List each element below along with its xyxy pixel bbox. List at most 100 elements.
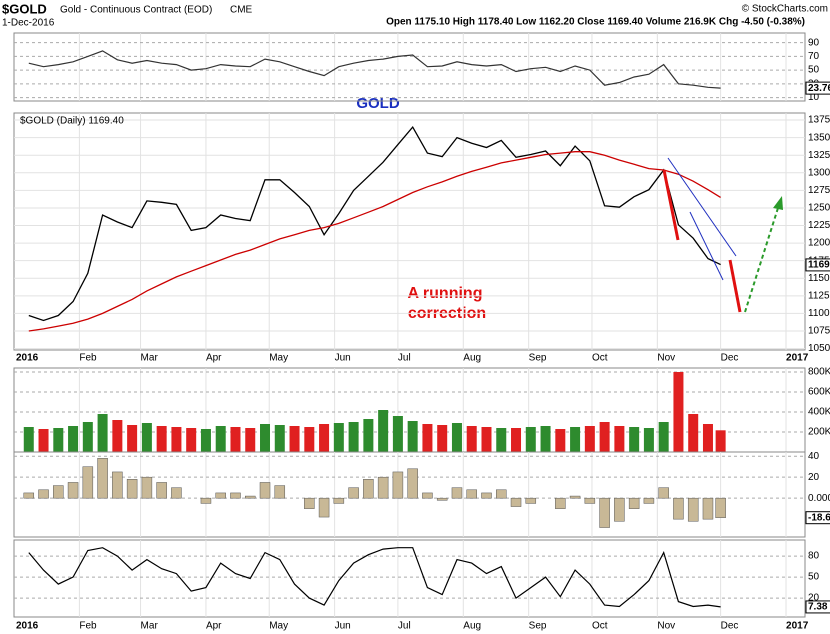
- bar: [643, 428, 654, 452]
- bar: [511, 428, 522, 452]
- bar: [274, 425, 285, 452]
- bar: [392, 471, 404, 499]
- price-title: GOLD: [356, 95, 399, 112]
- x-tick-label: Jul: [398, 353, 411, 364]
- bar: [141, 423, 152, 452]
- x-tick-label: Oct: [592, 353, 608, 364]
- bar: [436, 497, 448, 501]
- bar: [23, 492, 35, 499]
- bar: [481, 427, 492, 452]
- bar: [422, 424, 433, 452]
- x-tick-label: May: [269, 353, 288, 364]
- bar: [304, 497, 315, 509]
- x-tick-label: Sep: [529, 621, 547, 632]
- bar: [141, 476, 153, 499]
- x-tick-label: Dec: [721, 353, 739, 364]
- bar: [702, 424, 713, 452]
- bar: [715, 497, 726, 518]
- y-tick-label: 200K: [808, 427, 830, 438]
- bar: [126, 479, 138, 499]
- bar: [318, 497, 330, 518]
- bar: [407, 468, 418, 499]
- panel-frame: [13, 32, 806, 102]
- bar: [260, 424, 271, 452]
- bar: [496, 489, 507, 499]
- date: 1-Dec-2016: [2, 18, 55, 29]
- bar: [584, 426, 595, 452]
- y-tick-label: 1125: [808, 290, 830, 301]
- bar: [614, 497, 625, 522]
- bar: [378, 410, 389, 452]
- y-tick-label: 600K: [808, 387, 830, 398]
- annotations: [662, 157, 783, 313]
- bar: [245, 428, 256, 452]
- x-tick-label: 2017: [786, 353, 809, 364]
- bar: [38, 429, 49, 452]
- bar: [614, 426, 625, 452]
- arrow: [728, 259, 742, 313]
- panel-frame: [13, 112, 806, 351]
- bar: [348, 487, 359, 499]
- last-value-label: 7.38: [808, 602, 828, 613]
- x-tick-label: Dec: [721, 621, 739, 632]
- bar: [510, 497, 522, 507]
- x-tick-label: May: [269, 621, 288, 632]
- last-value-box: [805, 81, 830, 95]
- y-tick-label: 1075: [808, 326, 830, 337]
- y-tick-label: 0.000: [808, 493, 830, 504]
- bar: [451, 487, 463, 499]
- y-tick-label: 1100: [808, 308, 830, 319]
- bar: [466, 426, 477, 452]
- bar: [496, 428, 507, 452]
- indicator-line: [28, 50, 721, 89]
- x-tick-label: Nov: [657, 621, 675, 632]
- y-tick-label: 50: [808, 65, 820, 76]
- bar: [643, 497, 655, 504]
- x-tick-label: Nov: [657, 353, 675, 364]
- x-tick-label: Jun: [335, 621, 351, 632]
- bar: [702, 497, 714, 520]
- bar: [289, 426, 300, 452]
- legend-entry: $GOLD (Daily) 1169.40: [20, 116, 124, 127]
- bar: [629, 427, 640, 452]
- bar: [171, 427, 182, 452]
- bar: [67, 482, 79, 499]
- y-tick-label: 800K: [808, 367, 830, 378]
- last-value-label: -18.6: [808, 512, 830, 523]
- bar: [658, 422, 669, 452]
- bar: [363, 419, 374, 452]
- bar: [200, 429, 211, 452]
- bar: [407, 421, 418, 452]
- bar: [715, 430, 726, 452]
- x-tick-label: Mar: [141, 621, 159, 632]
- bar: [599, 497, 610, 528]
- bar: [186, 428, 197, 452]
- bar: [156, 482, 167, 499]
- bar: [377, 476, 389, 499]
- y-tick-label: 70: [808, 51, 820, 62]
- x-tick-label: Jul: [398, 621, 411, 632]
- bar: [451, 423, 462, 452]
- bar: [156, 426, 167, 452]
- bar: [628, 497, 640, 509]
- x-tick-label: Mar: [141, 353, 159, 364]
- x-tick-label: Aug: [463, 353, 481, 364]
- last-value-label: 1169: [808, 260, 830, 271]
- bar: [688, 414, 699, 452]
- credit: © StockCharts.com: [742, 4, 828, 15]
- bar: [304, 427, 315, 452]
- bar: [244, 495, 256, 499]
- bar: [392, 416, 403, 452]
- bar: [215, 492, 226, 499]
- bar: [112, 471, 123, 499]
- y-tick-label: 1375: [808, 115, 830, 126]
- last-value-box: [805, 511, 830, 525]
- bar: [687, 497, 699, 522]
- bar: [82, 466, 94, 499]
- bar: [570, 427, 581, 452]
- bar: [215, 426, 226, 452]
- y-tick-label: 400K: [808, 407, 830, 418]
- x-tick-label: Oct: [592, 621, 608, 632]
- y-tick-label: 1300: [808, 167, 830, 178]
